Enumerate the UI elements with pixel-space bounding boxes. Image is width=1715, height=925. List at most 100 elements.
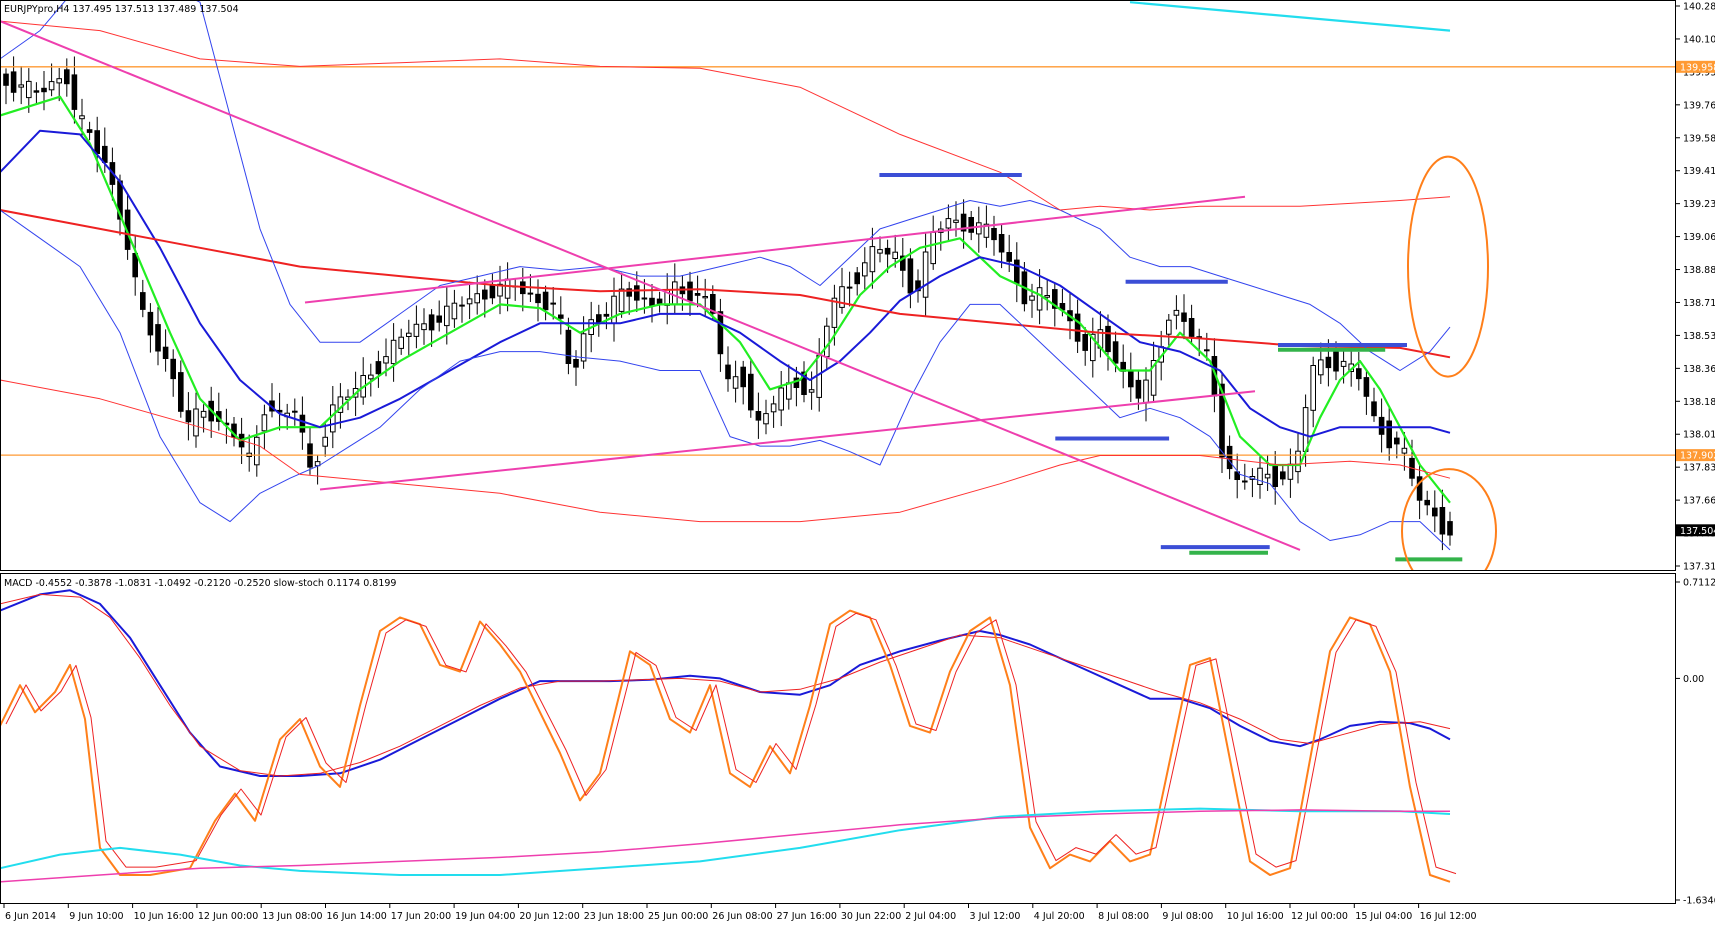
level-price-label: 139.958 — [1680, 62, 1715, 73]
candle-body — [1318, 359, 1324, 376]
time-tick-label: 12 Jun 00:00 — [198, 911, 258, 922]
candle — [269, 383, 275, 418]
candle-body — [1052, 289, 1058, 309]
candle-body — [558, 314, 564, 319]
candle — [1386, 406, 1393, 461]
candle-body — [1105, 325, 1111, 353]
candle — [596, 304, 602, 337]
candle-body — [1257, 467, 1263, 486]
candle — [755, 392, 762, 439]
stoch-magenta-line — [1, 809, 1450, 883]
candle-body — [907, 258, 914, 294]
candle — [1272, 451, 1279, 505]
candle-body — [474, 293, 480, 304]
candle-body — [79, 115, 85, 120]
stoch-main-line — [1, 609, 1451, 883]
candle — [246, 434, 252, 472]
price-tick-label: 138.360 — [1683, 364, 1715, 375]
candle-body — [33, 90, 40, 93]
time-tick-label: 17 Jun 20:00 — [391, 911, 451, 922]
candle-body — [1333, 351, 1339, 372]
candle-body — [748, 373, 754, 411]
candle — [611, 277, 617, 342]
candle — [200, 404, 207, 433]
candle-body — [596, 314, 602, 324]
candle-body — [869, 246, 876, 273]
candle-body — [945, 218, 952, 229]
candle-body — [824, 325, 830, 358]
candle — [406, 319, 412, 356]
candle — [998, 225, 1005, 269]
candle — [390, 323, 397, 382]
candle — [1257, 454, 1263, 499]
candle-body — [831, 297, 838, 328]
candle-body — [527, 292, 534, 295]
candle-body — [641, 297, 648, 300]
candle — [672, 263, 678, 314]
candle-body — [132, 253, 138, 278]
candle-body — [147, 311, 154, 336]
price-tick-label: 138.885 — [1683, 265, 1715, 276]
candle — [375, 350, 382, 388]
candle — [18, 66, 24, 105]
candle — [140, 279, 146, 318]
time-tick-label: 12 Jul 00:00 — [1291, 911, 1348, 922]
time-axis: 6 Jun 2014 9 Jun 10:00 10 Jun 16:00 12 Jun … — [3, 903, 1477, 922]
time-tick-label: 23 Jun 18:00 — [584, 911, 644, 922]
candle-body — [580, 333, 587, 362]
price-tick-label: 139.930 — [1683, 67, 1715, 78]
candle — [1150, 341, 1157, 402]
price-tick-label: 140.105 — [1683, 34, 1715, 45]
candle-body — [565, 329, 572, 364]
ma-mid-line — [1, 129, 1451, 438]
candle-body — [877, 249, 883, 254]
candle-body — [611, 295, 617, 324]
time-tick-label: 13 Jun 08:00 — [262, 911, 322, 922]
pink-trendline-lower — [319, 390, 1256, 491]
candle-body — [482, 289, 488, 300]
candle-body — [542, 291, 549, 311]
current-price-badge — [1676, 524, 1715, 537]
candle-body — [1090, 333, 1096, 362]
candle — [535, 279, 541, 322]
price-pane[interactable] — [0, 0, 1675, 593]
candle — [687, 271, 693, 316]
candle — [603, 302, 610, 330]
candle-body — [892, 251, 899, 259]
candle — [132, 234, 138, 296]
candle — [1356, 351, 1362, 391]
candle-body — [185, 410, 192, 423]
candle — [33, 82, 40, 104]
candle-body — [1439, 507, 1446, 535]
candle — [550, 287, 557, 320]
time-tick-label: 9 Jun 10:00 — [69, 911, 123, 922]
time-tick-label: 27 Jun 16:00 — [777, 911, 837, 922]
candle-body — [86, 129, 93, 133]
indicator-pane[interactable] — [0, 589, 1457, 883]
candle — [1424, 490, 1431, 516]
candle-body — [428, 314, 435, 331]
candle-body — [1029, 295, 1035, 301]
candle-body — [854, 272, 861, 285]
candle-body — [732, 376, 739, 389]
candle — [474, 275, 480, 315]
candle — [178, 360, 184, 418]
candle — [1371, 387, 1377, 422]
candle — [193, 392, 199, 448]
time-tick-label: 3 Jul 12:00 — [970, 911, 1021, 922]
candle — [1394, 431, 1400, 459]
candle — [1348, 345, 1355, 387]
candle — [1014, 242, 1020, 303]
time-tick-label: 4 Jul 20:00 — [1034, 911, 1085, 922]
candle — [1280, 466, 1286, 486]
candle — [520, 268, 526, 312]
candle-body — [1280, 471, 1286, 480]
candle-body — [991, 228, 997, 241]
candle — [1143, 367, 1149, 422]
candle-body — [1082, 334, 1089, 351]
candle — [1416, 464, 1423, 520]
price-tick-label: 138.535 — [1683, 331, 1715, 342]
price-tick-label: 137.660 — [1683, 496, 1715, 507]
